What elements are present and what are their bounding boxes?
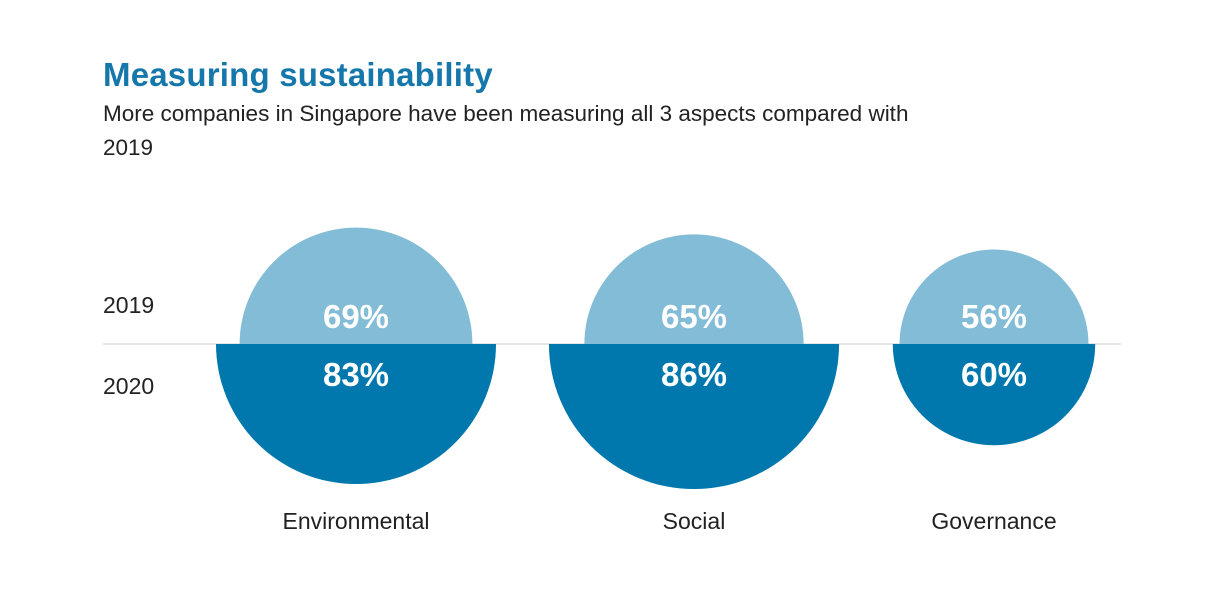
category-label-governance: Governance [931, 508, 1056, 534]
semicircle-2020-environmental [216, 344, 496, 484]
semicircle-2019-environmental [239, 227, 473, 344]
value-label-2020-governance: 60% [961, 356, 1027, 393]
semicircle-2019-social [584, 234, 804, 344]
value-label-2019-governance: 56% [961, 298, 1027, 335]
value-label-2019-social: 65% [661, 298, 727, 335]
category-label-social: Social [663, 508, 726, 534]
semicircle-2020-social [548, 344, 840, 490]
chart-subtitle: More companies in Singapore have been me… [103, 101, 909, 160]
chart-title: Measuring sustainability [103, 56, 493, 93]
category-label-environmental: Environmental [282, 508, 429, 534]
row-label-2020: 2020 [103, 373, 154, 399]
value-label-2019-environmental: 69% [323, 298, 389, 335]
semicircle-2019-governance [899, 249, 1089, 344]
row-label-2019: 2019 [103, 292, 154, 318]
value-label-2020-social: 86% [661, 356, 727, 393]
semicircle-2020-governance [892, 344, 1096, 446]
value-label-2020-environmental: 83% [323, 356, 389, 393]
